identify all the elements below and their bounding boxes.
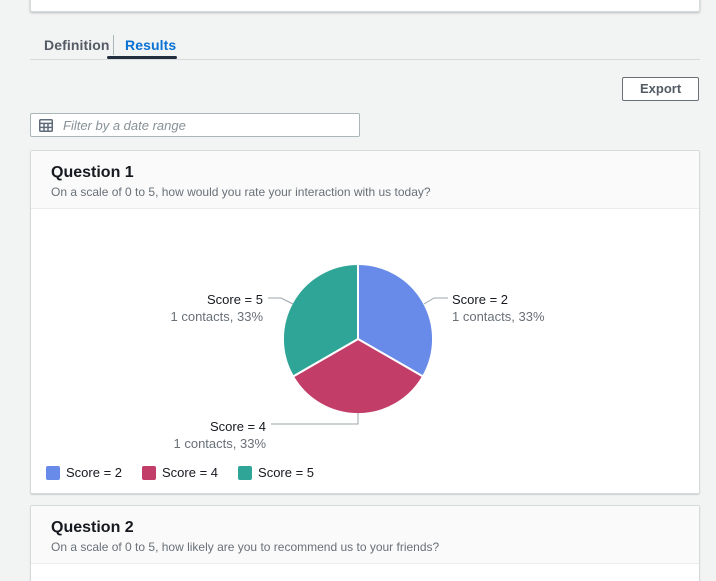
pie-slices [282, 263, 434, 416]
legend-label-score-5: Score = 5 [258, 465, 315, 480]
active-tab-underline [107, 56, 177, 59]
tab-definition[interactable]: Definition [44, 37, 110, 53]
leader-line-score-2 [423, 297, 448, 305]
legend-label-score-4: Score = 4 [162, 465, 219, 480]
question-1-card: Question 1 On a scale of 0 to 5, how wou… [30, 150, 700, 494]
legend-swatch-score-4 [142, 465, 157, 480]
tab-divider [113, 35, 114, 55]
legend-item-score-4[interactable]: Score = 4 [142, 465, 218, 480]
header-panel-bottom-edge [30, 0, 700, 12]
callout-score-2-label: Score = 2 [452, 292, 509, 307]
callout-score-5-detail: 1 contacts, 33% [170, 309, 264, 324]
export-button[interactable]: Export [622, 77, 700, 101]
callout-score-4: Score = 4 1 contacts, 33% [91, 418, 267, 452]
callout-score-5: Score = 5 1 contacts, 33% [91, 291, 264, 325]
legend-item-score-5[interactable]: Score = 5 [238, 465, 314, 480]
callout-score-4-detail: 1 contacts, 33% [173, 436, 267, 451]
question-2-card: Question 2 On a scale of 0 to 5, how lik… [30, 505, 700, 581]
pie-slice-score-2[interactable] [357, 263, 434, 378]
date-range-filter-input[interactable] [30, 113, 360, 137]
question-1-header: Question 1 On a scale of 0 to 5, how wou… [31, 151, 699, 209]
pie-chart-svg [268, 263, 448, 425]
callout-score-2-detail: 1 contacts, 33% [452, 309, 545, 324]
legend-label-score-2: Score = 2 [66, 465, 123, 480]
leader-line-score-5 [268, 297, 294, 305]
question-1-chart-area: Score = 2 1 contacts, 33% Score = 5 1 co… [31, 209, 699, 493]
leader-line-score-4 [271, 413, 359, 425]
callout-score-2: Score = 2 1 contacts, 33% [452, 291, 545, 325]
callout-score-5-label: Score = 5 [206, 292, 263, 307]
legend-swatch-score-2 [46, 465, 60, 480]
question-1-subtitle: On a scale of 0 to 5, how would you rate… [51, 185, 431, 199]
question-1-title: Question 1 [51, 164, 134, 181]
tab-results[interactable]: Results [125, 37, 177, 53]
legend-swatch-score-5 [238, 465, 253, 480]
question-2-title: Question 2 [51, 519, 134, 536]
pie-slice-score-5[interactable] [282, 263, 359, 378]
callout-score-4-label: Score = 4 [209, 419, 266, 434]
date-range-filter [30, 113, 360, 137]
legend-item-score-2[interactable]: Score = 2 [46, 465, 122, 480]
tabs-bottom-border [30, 59, 700, 60]
chart-legend: Score = 2 Score = 4 Score = 5 [46, 465, 314, 480]
question-2-header: Question 2 On a scale of 0 to 5, how lik… [31, 506, 699, 564]
question-2-subtitle: On a scale of 0 to 5, how likely are you… [51, 540, 440, 554]
